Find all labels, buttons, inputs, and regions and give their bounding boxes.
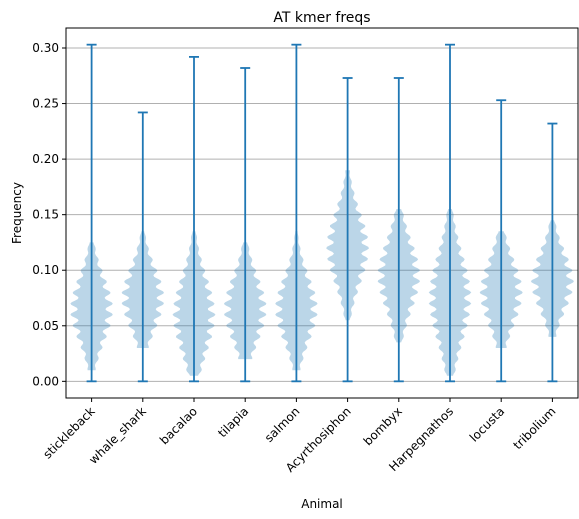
x-axis-label: Animal [301, 497, 343, 511]
y-tick-label: 0.00 [32, 374, 59, 388]
y-tick-label: 0.15 [32, 208, 59, 222]
y-tick-label: 0.10 [32, 263, 59, 277]
x-tick-label: bombyx [361, 404, 405, 448]
x-tick-label: salmon [262, 404, 303, 445]
x-tick-label: tilapia [215, 404, 251, 440]
violin-bodies [70, 170, 574, 376]
y-axis-ticks: 0.00 0.05 0.10 0.15 0.20 0.25 0.30 [32, 41, 66, 388]
y-tick-label: 0.05 [32, 319, 59, 333]
x-tick-label: tribolium [511, 404, 559, 452]
violin-whiskers [86, 43, 558, 383]
y-gridlines [66, 47, 578, 382]
x-tick-label: bacalao [157, 404, 200, 447]
x-tick-label: locusta [467, 404, 507, 444]
y-tick-label: 0.20 [32, 152, 59, 166]
chart-title: AT kmer freqs [273, 10, 370, 26]
y-axis-label: Frequency [10, 182, 24, 244]
y-tick-label: 0.25 [32, 97, 59, 111]
y-tick-label: 0.30 [32, 41, 59, 55]
plot-frame [65, 27, 579, 399]
